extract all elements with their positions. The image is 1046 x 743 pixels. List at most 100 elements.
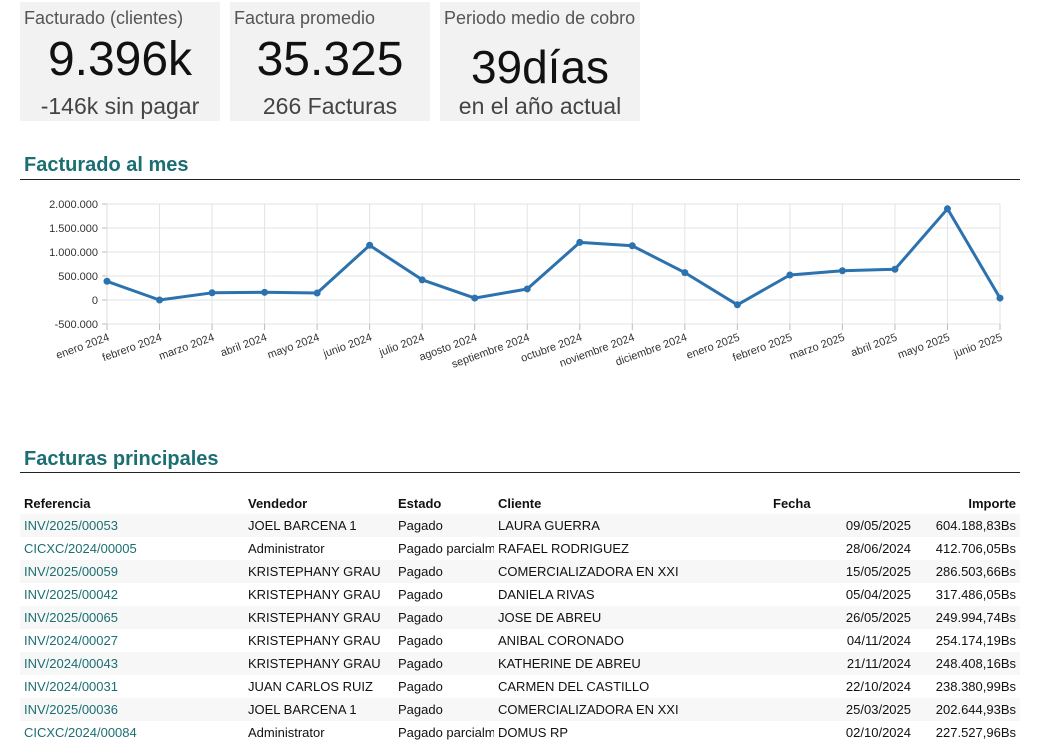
data-point[interactable] xyxy=(681,269,689,277)
invoice-date: 26/05/2025 xyxy=(769,606,915,629)
data-point[interactable] xyxy=(838,267,846,275)
invoice-reference-cell: INV/2025/00059 xyxy=(20,560,244,583)
invoice-reference-link[interactable]: INV/2025/00065 xyxy=(24,610,118,625)
invoice-reference-link[interactable]: INV/2024/00043 xyxy=(24,656,118,671)
invoice-seller: JUAN CARLOS RUIZ xyxy=(248,679,373,694)
table-body: INV/2025/00053 JOEL BARCENA 1 Pagado LAURA … xyxy=(20,514,1020,743)
monthly-section-divider xyxy=(20,179,1020,180)
invoice-amount: 249.994,74Bs xyxy=(915,606,1020,629)
data-point[interactable] xyxy=(156,296,164,304)
table-row[interactable]: INV/2025/00065 KRISTEPHANY GRAU Pagado JOSE… xyxy=(20,606,1020,629)
invoice-date: 09/05/2025 xyxy=(769,514,915,537)
column-header-status[interactable]: Estado xyxy=(398,495,442,511)
data-point[interactable] xyxy=(523,285,531,293)
invoice-reference-link[interactable]: INV/2025/00059 xyxy=(24,564,118,579)
top-invoices-title: Facturas principales xyxy=(24,448,219,470)
kpi-average-label: Factura promedio xyxy=(234,8,376,28)
x-tick-label: mayo 2024 xyxy=(266,332,321,362)
data-point[interactable] xyxy=(996,294,1004,302)
data-point[interactable] xyxy=(628,242,636,250)
invoice-reference-cell: INV/2024/00043 xyxy=(20,652,244,675)
table-row[interactable]: INV/2025/00036 JOEL BARCENA 1 Pagado COMERC… xyxy=(20,698,1020,721)
invoice-reference-link[interactable]: CICXC/2024/00005 xyxy=(24,541,137,556)
data-point[interactable] xyxy=(471,294,479,302)
table-row[interactable]: CICXC/2024/00005 Administrator Pagado parc… xyxy=(20,537,1020,560)
kpi-billed[interactable]: Facturado (clientes) 9.396k -146k sin pa… xyxy=(20,2,220,121)
table-row[interactable]: INV/2024/00027 KRISTEPHANY GRAU Pagado ANIB… xyxy=(20,629,1020,652)
column-header-reference[interactable]: Referencia xyxy=(24,495,91,511)
invoice-status: Pagado xyxy=(394,514,494,537)
invoice-client: COMERCIALIZADORA EN XXI xyxy=(494,698,769,721)
invoice-reference-link[interactable]: INV/2025/00042 xyxy=(24,587,118,602)
invoice-client: JOSE DE ABREU xyxy=(494,606,769,629)
top-invoices-table: Referencia Vendedor Estado Cliente Fecha… xyxy=(20,492,1020,743)
invoice-seller: KRISTEPHANY GRAU xyxy=(244,606,394,629)
invoice-reference-link[interactable]: CICXC/2024/00084 xyxy=(24,725,137,740)
kpi-average-sub: 266 Facturas xyxy=(262,93,398,119)
column-header-amount[interactable]: Importe xyxy=(968,495,1016,511)
data-point[interactable] xyxy=(366,241,374,249)
invoice-client: LAURA GUERRA xyxy=(494,514,769,537)
invoice-client: CARMEN DEL CASTILLO xyxy=(498,679,650,694)
table-row[interactable]: INV/2025/00053 JOEL BARCENA 1 Pagado LAURA … xyxy=(20,514,1020,537)
data-point[interactable] xyxy=(891,265,899,273)
invoice-reference-cell: INV/2024/00031 xyxy=(20,675,244,698)
column-header-date[interactable]: Fecha xyxy=(773,495,811,511)
monthly-billing-chart: 2.000.000 1.500.000 1.000.000 500.000 0 -500.… xyxy=(49,199,1004,371)
invoice-status: Pagado xyxy=(398,679,443,694)
table-row[interactable]: INV/2025/00042 KRISTEPHANY GRAU Pagado DANI… xyxy=(20,583,1020,606)
kpi-collection-sub: en el año actual xyxy=(458,93,622,119)
invoice-date: 28/06/2024 xyxy=(845,541,911,556)
data-point[interactable] xyxy=(576,238,584,246)
kpi-collection-value: 39días xyxy=(470,41,610,93)
y-tick-label: 1.000.000 xyxy=(49,247,98,259)
kpi-collection-period[interactable]: Periodo medio de cobro 39días en el año … xyxy=(440,2,640,121)
invoice-amount: 254.174,19Bs xyxy=(935,633,1016,648)
invoice-reference-cell: INV/2025/00042 xyxy=(20,583,244,606)
data-point[interactable] xyxy=(733,301,741,309)
data-point[interactable] xyxy=(313,289,321,297)
invoice-amount: 227.527,96Bs xyxy=(935,725,1016,740)
invoice-date: 22/10/2024 xyxy=(845,679,911,694)
invoice-seller: JOEL BARCENA 1 xyxy=(244,514,394,537)
y-tick-label: 2.000.000 xyxy=(49,199,98,211)
table-row[interactable]: INV/2025/00059 KRISTEPHANY GRAU Pagado COME… xyxy=(20,560,1020,583)
invoice-amount: 248.408,16Bs xyxy=(915,652,1020,675)
data-point[interactable] xyxy=(786,271,794,279)
invoice-date: 15/05/2025 xyxy=(769,560,915,583)
x-tick-label: junio 2024 xyxy=(321,332,374,361)
table-row[interactable]: CICXC/2024/00084 Administrator Pagado parc… xyxy=(20,721,1020,743)
invoice-amount: 317.486,05Bs xyxy=(935,587,1016,602)
data-point[interactable] xyxy=(418,276,426,284)
column-header-client[interactable]: Cliente xyxy=(498,495,542,511)
invoice-reference-link[interactable]: INV/2024/00027 xyxy=(24,633,118,648)
chart-points xyxy=(103,205,1004,309)
column-header-seller[interactable]: Vendedor xyxy=(248,495,308,511)
data-point[interactable] xyxy=(943,205,951,213)
table-row[interactable]: INV/2024/00031 JUAN CARLOS RUIZ Pagado CARM… xyxy=(20,675,1020,698)
series-line xyxy=(106,207,1002,307)
y-tick-label: 500.000 xyxy=(58,271,98,283)
invoice-amount: 202.644,93Bs xyxy=(915,698,1020,721)
invoice-status: Pagado xyxy=(398,587,443,602)
table-row[interactable]: INV/2024/00043 KRISTEPHANY GRAU Pagado KATH… xyxy=(20,652,1020,675)
y-tick-label: -500.000 xyxy=(55,319,98,331)
invoice-reference-cell: INV/2024/00027 xyxy=(20,629,244,652)
invoice-amount: 238.380,99Bs xyxy=(935,679,1016,694)
data-point[interactable] xyxy=(103,277,111,285)
invoice-reference-link[interactable]: INV/2025/00036 xyxy=(24,702,118,717)
kpi-average-invoice[interactable]: Factura promedio 35.325 266 Facturas xyxy=(230,2,430,121)
x-tick-label: febrero 2024 xyxy=(101,332,164,365)
invoice-amount: 604.188,83Bs xyxy=(915,514,1020,537)
invoice-client: COMERCIALIZADORA EN XXI xyxy=(494,560,769,583)
invoice-reference-link[interactable]: INV/2024/00031 xyxy=(24,679,118,694)
invoice-client: ANIBAL CORONADO xyxy=(498,633,624,648)
data-point[interactable] xyxy=(208,289,216,297)
data-point[interactable] xyxy=(261,288,269,296)
chart-y-axis: 2.000.000 1.500.000 1.000.000 500.000 0 -500.… xyxy=(49,199,98,331)
invoice-seller: KRISTEPHANY GRAU xyxy=(244,560,394,583)
invoice-date: 21/11/2024 xyxy=(769,652,915,675)
invoice-reference-link[interactable]: INV/2025/00053 xyxy=(24,518,118,533)
invoice-status: Pagado xyxy=(394,652,494,675)
